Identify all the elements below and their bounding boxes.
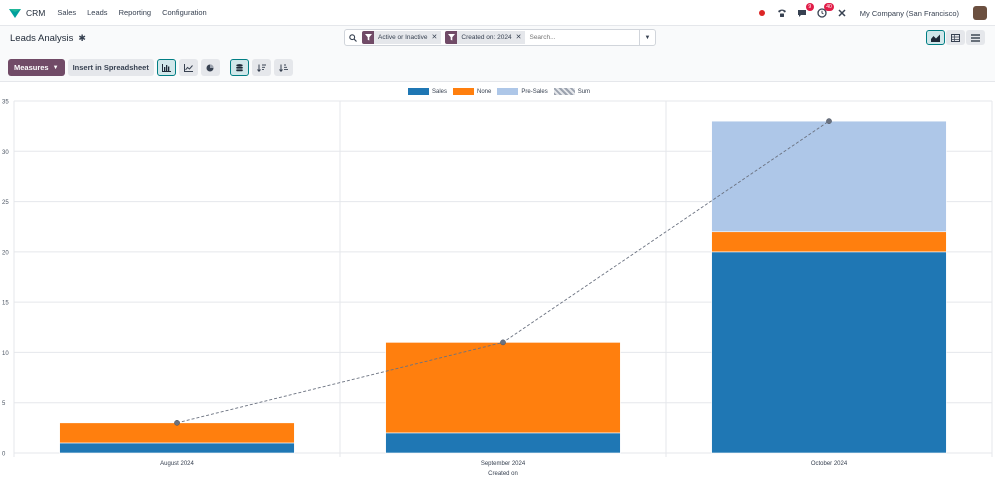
search-icon [349,29,357,47]
x-tick-label: October 2024 [811,461,848,467]
y-tick-label: 10 [2,351,9,357]
phone-icon[interactable] [776,7,788,19]
facet-label: Active or Inactive [374,31,432,44]
bar-segment [711,231,947,253]
line-chart-icon [183,63,193,72]
bar-chart-icon [161,63,171,72]
remove-facet-icon[interactable]: ✕ [515,31,526,44]
y-tick-label: 30 [2,150,9,156]
y-tick-label: 20 [2,250,9,256]
pivot-view-button[interactable] [946,30,965,45]
y-tick-label: 25 [2,200,9,206]
bar-segment [711,120,947,233]
chart-canvas: 0 5 10 15 20 25 30 35 August 2024 September 2024 O… [2,100,993,477]
messages-badge: 9 [805,3,814,11]
database-stack-icon [236,63,243,71]
control-panel: Leads Analysis ✱ Active or Inactive ✕ Cr… [0,26,995,82]
view-switcher [926,30,985,45]
app-name[interactable]: CRM [26,7,46,18]
bar-segment [711,251,947,454]
bar-segment [59,442,295,454]
list-view-button[interactable] [966,30,985,45]
systray: 9 40 My Company (San Francisco) [756,0,987,26]
sort-ascending-icon [278,64,288,72]
legend-label: Pre-Sales [521,88,548,95]
debug-tools-icon[interactable] [836,7,848,19]
sum-point [826,118,832,124]
page-title: Leads Analysis [10,33,74,44]
graph-chart: Sales None Pre-Sales Sum 0 5 10 15 20 25 30 35 A… [0,83,995,480]
legend-swatch [408,88,429,95]
x-tick-label: September 2024 [481,461,526,467]
chart-legend: Sales None Pre-Sales Sum [408,88,590,95]
filter-icon [362,31,374,44]
messages-icon[interactable]: 9 [796,3,814,19]
legend-item[interactable]: Pre-Sales [497,88,548,95]
menu-leads[interactable]: Leads [87,8,108,17]
legend-swatch [453,88,475,95]
search-facet: Created on: 2024 ✕ [445,31,526,44]
bar-segment [385,342,621,434]
y-tick-label: 15 [2,301,9,307]
menu-configuration[interactable]: Configuration [162,8,207,17]
stacked-button[interactable] [229,59,249,76]
table-icon [951,33,960,42]
legend-swatch [497,88,519,95]
area-chart-icon [931,34,940,42]
search-input[interactable] [529,34,630,41]
legend-label: Sum [577,88,591,95]
legend-item[interactable]: None [453,88,491,95]
y-tick-label: 0 [2,452,6,458]
measures-button[interactable]: Measures ▼ [8,59,65,76]
x-axis-label: Created on [488,471,518,477]
list-icon [971,33,980,42]
legend-item[interactable]: Sum [553,88,591,95]
x-tick-label: August 2024 [160,461,194,467]
legend-label: None [477,88,492,95]
sum-point [500,339,506,346]
line-chart-button[interactable] [178,59,198,76]
status-dot-icon[interactable] [756,7,768,19]
sort-ascending-button[interactable] [273,59,293,76]
y-tick-label: 5 [2,401,6,407]
search-facet: Active or Inactive ✕ [362,31,442,44]
caret-down-icon: ▼ [644,34,651,41]
y-tick-label: 35 [2,100,9,106]
gear-icon[interactable]: ✱ [78,33,86,43]
graph-view-button[interactable] [926,30,945,45]
top-navbar: CRM Sales Leads Reporting Configuration … [0,0,995,26]
legend-label: Sales [432,88,448,95]
filter-icon [445,31,458,44]
pie-chart-button[interactable] [200,59,220,76]
legend-item[interactable]: Sales [408,88,447,95]
company-switcher[interactable]: My Company (San Francisco) [859,8,959,18]
remove-facet-icon[interactable]: ✕ [431,31,442,44]
activities-badge: 40 [824,3,834,11]
legend-swatch-dashed [553,88,575,95]
breadcrumb: Leads Analysis ✱ [10,33,86,44]
crm-app-icon[interactable] [8,6,22,20]
pie-chart-icon [206,64,214,71]
search-bar[interactable]: Active or Inactive ✕ Created on: 2024 ✕ … [344,29,656,46]
search-options-toggle[interactable]: ▼ [639,30,655,45]
user-avatar[interactable] [973,6,987,20]
bar-segment [385,432,621,454]
menu-sales[interactable]: Sales [57,8,77,17]
facet-label: Created on: 2024 [457,31,516,44]
activities-clock-icon[interactable]: 40 [816,3,834,19]
menu-reporting[interactable]: Reporting [118,8,152,17]
bar-segment [59,422,295,444]
caret-down-icon: ▼ [52,64,59,71]
sum-point [174,419,180,426]
graph-toolbar: Measures ▼ Insert in Spreadsheet [8,59,293,76]
sort-descending-icon [256,64,266,72]
insert-in-spreadsheet-button[interactable]: Insert in Spreadsheet [67,59,154,76]
sort-descending-button[interactable] [251,59,271,76]
bar-chart-button[interactable] [156,59,176,76]
